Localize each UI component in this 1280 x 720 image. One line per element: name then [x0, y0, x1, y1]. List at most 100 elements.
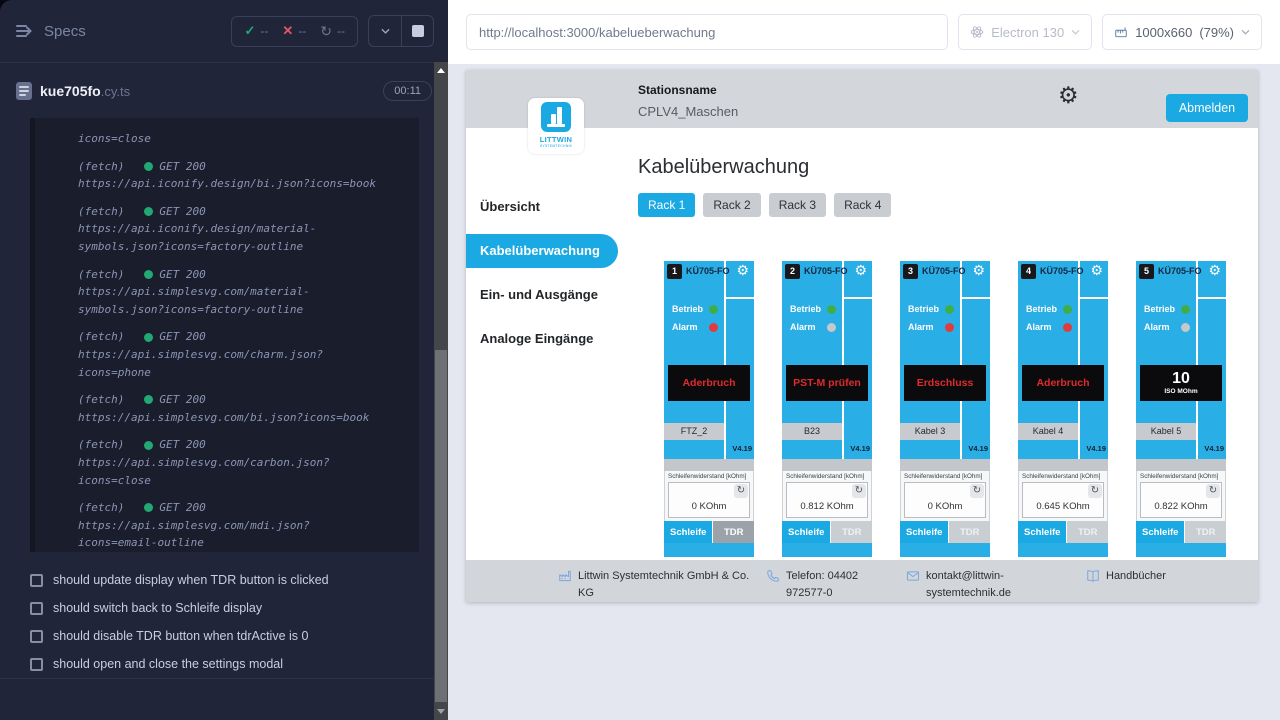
card-gear-icon[interactable]: ⚙: [854, 262, 867, 278]
test-item[interactable]: should open and close the settings modal: [0, 650, 434, 678]
slot-number-badge: 5: [1139, 264, 1154, 279]
browser-selector[interactable]: Electron 130: [958, 14, 1093, 50]
scroll-down-icon[interactable]: [437, 709, 445, 714]
refresh-icon[interactable]: ↻: [852, 484, 866, 498]
refresh-icon[interactable]: ↻: [970, 484, 984, 498]
rack-tabs: Rack 1 Rack 2 Rack 3 Rack 4: [638, 193, 1258, 217]
divider: [1080, 297, 1108, 299]
divider: [1196, 261, 1198, 459]
refresh-icon[interactable]: ↻: [734, 484, 748, 498]
footer-email[interactable]: kontakt@littwin-systemtechnik.de: [906, 568, 1024, 601]
log-entry[interactable]: (fetch) GET 200 https://api.simplesvg.co…: [78, 499, 405, 552]
reporter-scrollbar[interactable]: [434, 62, 448, 720]
device-card: 3 KÜ705-FO ⚙ Betrieb Alarm: [900, 261, 990, 557]
sidebar-nav-item[interactable]: Übersicht: [480, 199, 540, 214]
betrieb-led-row: Betrieb: [1144, 304, 1190, 314]
sidebar-nav-item[interactable]: Ein- und Ausgänge: [480, 287, 598, 302]
status-dot-icon: [144, 503, 154, 513]
test-title: should open and close the settings modal: [53, 657, 284, 671]
log-entry[interactable]: (fetch) GET 200 https://api.iconify.desi…: [78, 203, 405, 256]
test-state-icon: [30, 657, 43, 671]
spec-file-row[interactable]: kue705fo .cy.ts 00:11: [0, 63, 448, 119]
schleife-button[interactable]: Schleife: [1136, 521, 1185, 543]
device-module: 4 KÜ705-FO ⚙ Betrieb Alarm: [1018, 261, 1108, 459]
tdr-button[interactable]: TDR: [713, 521, 754, 543]
device-card: 1 KÜ705-FO ⚙ Betrieb Alarm: [664, 261, 754, 557]
log-entry[interactable]: (fetch) GET 200 https://api.simplesvg.co…: [78, 436, 405, 489]
refresh-icon[interactable]: ↻: [1206, 484, 1220, 498]
schleife-button[interactable]: Schleife: [900, 521, 949, 543]
rack-tab[interactable]: Rack 1: [638, 193, 696, 217]
test-item[interactable]: should update display when TDR button is…: [0, 566, 434, 594]
url-input[interactable]: http://localhost:3000/kabelueberwachung: [466, 14, 949, 50]
divider: [1136, 459, 1226, 471]
measurement-box: ↻ 0.822 KOhm: [1140, 482, 1222, 518]
sidebar-nav-item[interactable]: Analoge Eingänge: [480, 331, 594, 346]
logout-button[interactable]: Abmelden: [1166, 94, 1248, 122]
status-dot-icon: [144, 269, 154, 279]
log-entry[interactable]: (fetch) GET 200 https://api.simplesvg.co…: [78, 266, 405, 319]
display-alarm-text: Aderbruch: [1036, 377, 1090, 389]
schleife-button[interactable]: Schleife: [1018, 521, 1067, 543]
sidebar-nav-item[interactable]: Kabelüberwachung: [466, 234, 618, 268]
card-gear-icon[interactable]: ⚙: [736, 262, 749, 278]
alarm-led-row: Alarm: [1026, 322, 1072, 332]
device-display: Aderbruch: [1022, 365, 1104, 401]
rack-tab[interactable]: Rack 4: [834, 193, 892, 217]
divider: [664, 459, 754, 471]
specs-label: Specs: [44, 22, 86, 40]
tdr-button[interactable]: TDR: [949, 521, 990, 543]
card-gear-icon[interactable]: ⚙: [1090, 262, 1103, 278]
spec-timer-badge: 00:11: [383, 81, 432, 101]
refresh-icon[interactable]: ↻: [1088, 484, 1102, 498]
fetch-status: GET 200: [159, 438, 206, 452]
device-module: 5 KÜ705-FO ⚙ Betrieb Alarm: [1136, 261, 1226, 459]
slot-number-badge: 3: [903, 264, 918, 279]
rack-tab[interactable]: Rack 3: [768, 193, 827, 217]
measurement-panel: Schleifenwiderstand [kOhm] ↻ 0.812 KOhm: [782, 471, 872, 521]
schleife-button[interactable]: Schleife: [664, 521, 713, 543]
littwin-logo: LITTWIN SYSTEMTECHNIK: [528, 98, 584, 154]
display-unit: ISO MOhm: [1164, 387, 1198, 395]
test-item[interactable]: should switch back to Schleife display: [0, 594, 434, 622]
device-model: KÜ705-FO: [922, 266, 966, 276]
footer-manuals[interactable]: Handbücher: [1086, 568, 1166, 585]
tdr-button[interactable]: TDR: [831, 521, 872, 543]
schleife-button[interactable]: Schleife: [782, 521, 831, 543]
rack-tab[interactable]: Rack 2: [703, 193, 761, 217]
firmware-version: V4.19: [968, 444, 988, 453]
status-dot-icon: [144, 395, 154, 405]
tdr-button[interactable]: TDR: [1185, 521, 1226, 543]
device-card: 5 KÜ705-FO ⚙ Betrieb Alarm: [1136, 261, 1226, 557]
test-state-icon: [30, 629, 43, 643]
footer-company: Littwin Systemtechnik GmbH & Co. KG: [558, 568, 758, 601]
fetch-label: (fetch): [78, 393, 125, 407]
settings-gear-icon[interactable]: ⚙: [1058, 82, 1079, 108]
stop-button[interactable]: [401, 16, 433, 46]
collapse-button[interactable]: [369, 16, 401, 46]
log-entry[interactable]: (fetch) GET 200 https://api.simplesvg.co…: [78, 328, 405, 381]
specs-menu-icon[interactable]: [16, 24, 34, 38]
log-entry[interactable]: (fetch) GET 200 https://api.iconify.desi…: [78, 158, 405, 193]
device-model: KÜ705-FO: [804, 266, 848, 276]
tdr-button[interactable]: TDR: [1067, 521, 1108, 543]
viewport-selector[interactable]: 1000x660 (79%): [1102, 14, 1262, 50]
fetch-url: https://api.simplesvg.com/bi.json?icons=…: [78, 410, 370, 424]
card-bottom-strip: [900, 543, 990, 557]
test-item[interactable]: should disable TDR button when tdrActive…: [0, 622, 434, 650]
fetch-url: https://api.simplesvg.com/charm.json?ico…: [78, 347, 324, 379]
scroll-up-icon[interactable]: [437, 68, 445, 73]
card-bottom-strip: [664, 543, 754, 557]
fetch-status: GET 200: [159, 393, 206, 407]
stat-pending: ↻ --: [320, 22, 345, 39]
card-gear-icon[interactable]: ⚙: [972, 262, 985, 278]
app-footer: Littwin Systemtechnik GmbH & Co. KG Tele…: [466, 560, 1258, 602]
card-gear-icon[interactable]: ⚙: [1208, 262, 1221, 278]
scrollbar-thumb[interactable]: [435, 350, 447, 702]
log-entry[interactable]: icons=close: [78, 130, 405, 148]
stat-passed: ✓ --: [244, 23, 269, 38]
divider: [0, 678, 434, 679]
fetch-url: icons=close: [78, 132, 151, 145]
log-entry[interactable]: (fetch) GET 200 https://api.simplesvg.co…: [78, 391, 405, 426]
device-model: KÜ705-FO: [1040, 266, 1084, 276]
